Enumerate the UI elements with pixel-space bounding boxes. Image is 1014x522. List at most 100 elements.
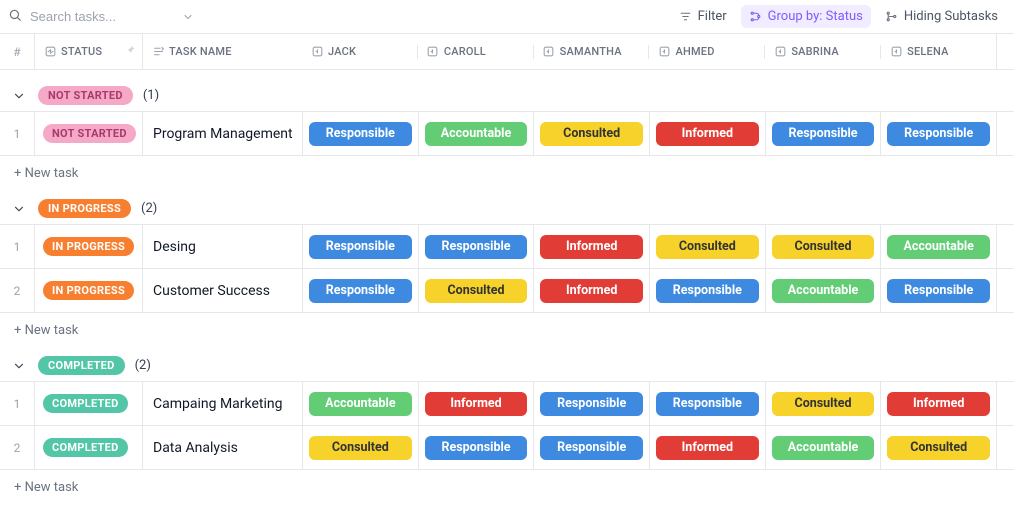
row-raci-cell[interactable]: Consulted xyxy=(649,225,765,268)
column-header-person[interactable]: CAROLL xyxy=(417,45,533,59)
row-raci-cell[interactable]: Accountable xyxy=(765,269,881,312)
row-raci-cell[interactable]: Accountable xyxy=(302,382,418,425)
column-header-person[interactable]: JACK xyxy=(302,45,417,59)
column-header-status[interactable]: STATUS xyxy=(34,34,142,69)
hiding-subtasks-label: Hiding Subtasks xyxy=(904,9,998,24)
column-header-person[interactable]: SELENA xyxy=(880,45,996,59)
row-raci-cell[interactable]: Responsible xyxy=(880,112,996,155)
task-row[interactable]: 2IN PROGRESSCustomer SuccessResponsibleC… xyxy=(0,269,1014,313)
row-task-name[interactable]: Program Management xyxy=(142,112,302,155)
new-task-button[interactable]: + New task xyxy=(0,156,1014,187)
column-header-person[interactable]: SAMANTHA xyxy=(533,45,649,59)
raci-pill: Informed xyxy=(656,122,759,146)
raci-pill: Accountable xyxy=(772,436,875,460)
filter-button[interactable]: Filter xyxy=(671,5,735,28)
column-header-person-label: SAMANTHA xyxy=(560,45,622,58)
chevron-down-icon[interactable] xyxy=(10,357,28,375)
row-status-pill: NOT STARTED xyxy=(43,124,136,143)
column-header-person-label: SABRINA xyxy=(791,45,839,58)
row-raci-cell[interactable]: Informed xyxy=(880,382,996,425)
row-raci-cell[interactable]: Responsible xyxy=(880,269,996,312)
task-row[interactable]: 1COMPLETEDCampaing MarketingAccountableI… xyxy=(0,382,1014,426)
row-raci-cell[interactable]: Accountable xyxy=(418,112,534,155)
raci-pill: Responsible xyxy=(540,436,643,460)
taskname-column-icon xyxy=(151,45,165,59)
raci-pill: Responsible xyxy=(887,279,990,303)
person-column-icon xyxy=(773,45,787,59)
row-status-cell[interactable]: COMPLETED xyxy=(34,426,142,469)
row-raci-cell[interactable]: Responsible xyxy=(649,269,765,312)
row-raci-cell[interactable]: Responsible xyxy=(533,382,649,425)
raci-pill: Responsible xyxy=(309,235,412,259)
groupby-icon xyxy=(749,10,762,23)
row-raci-cell[interactable]: Responsible xyxy=(302,225,418,268)
task-row[interactable]: 1IN PROGRESSDesingResponsibleResponsible… xyxy=(0,225,1014,269)
group-header[interactable]: IN PROGRESS (2) xyxy=(0,187,1014,224)
groups-container: NOT STARTED(1)1 NOT STARTED Program Manage… xyxy=(0,70,1014,501)
row-task-name[interactable]: Desing xyxy=(142,225,302,268)
group-header[interactable]: COMPLETED(2) xyxy=(0,344,1014,381)
chevron-down-icon[interactable] xyxy=(10,87,28,105)
hiding-subtasks-button[interactable]: Hiding Subtasks xyxy=(877,5,1006,28)
chevron-down-icon[interactable] xyxy=(10,200,28,218)
task-row[interactable]: 2COMPLETEDData AnalysisConsultedResponsi… xyxy=(0,426,1014,470)
column-header-person[interactable]: AHMED xyxy=(648,45,764,59)
search-dropdown-button[interactable] xyxy=(182,8,200,26)
row-raci-cell[interactable]: Informed xyxy=(649,426,765,469)
column-header-person-label: JACK xyxy=(328,45,356,58)
row-raci-cell[interactable]: Consulted xyxy=(880,426,996,469)
row-raci-cell[interactable]: Accountable xyxy=(880,225,996,268)
new-task-button[interactable]: + New task xyxy=(0,313,1014,344)
group-status-pill: IN PROGRESS xyxy=(38,199,131,218)
row-raci-cell[interactable]: Consulted xyxy=(765,225,881,268)
task-row[interactable]: 1NOT STARTEDProgram ManagementResponsibl… xyxy=(0,112,1014,156)
group-count: (2) xyxy=(135,358,151,373)
column-header-person[interactable]: SABRINA xyxy=(764,45,880,59)
row-status-cell[interactable]: NOT STARTED xyxy=(34,112,142,155)
raci-pill: Responsible xyxy=(887,122,990,146)
row-status-cell[interactable]: IN PROGRESS xyxy=(34,269,142,312)
group-header[interactable]: NOT STARTED(1) xyxy=(0,74,1014,111)
row-raci-cell[interactable]: Responsible xyxy=(418,426,534,469)
row-tail-cell xyxy=(996,112,1014,155)
row-raci-cell[interactable]: Responsible xyxy=(418,225,534,268)
row-status-cell[interactable]: COMPLETED xyxy=(34,382,142,425)
row-raci-cell[interactable]: Responsible xyxy=(302,112,418,155)
raci-pill: Responsible xyxy=(656,279,759,303)
pin-icon[interactable] xyxy=(124,44,136,59)
new-task-button[interactable]: + New task xyxy=(0,470,1014,501)
column-header-person-label: CAROLL xyxy=(444,45,486,58)
row-status-pill: COMPLETED xyxy=(43,438,128,457)
search-area xyxy=(8,8,228,26)
raci-pill: Consulted xyxy=(772,392,875,416)
row-tail-cell xyxy=(996,382,1014,425)
column-header-taskname[interactable]: TASK NAME xyxy=(142,34,302,69)
row-raci-cell[interactable]: Responsible xyxy=(649,382,765,425)
row-task-name[interactable]: Customer Success xyxy=(142,269,302,312)
row-raci-cell[interactable]: Responsible xyxy=(302,269,418,312)
row-raci-cell[interactable]: Responsible xyxy=(765,112,881,155)
row-raci-cell[interactable]: Consulted xyxy=(765,382,881,425)
raci-pill: Responsible xyxy=(425,235,528,259)
row-task-name[interactable]: Campaing Marketing xyxy=(142,382,302,425)
raci-pill: Accountable xyxy=(887,235,990,259)
row-raci-cell[interactable]: Informed xyxy=(649,112,765,155)
row-raci-cell[interactable]: Consulted xyxy=(418,269,534,312)
row-raci-cell[interactable]: Responsible xyxy=(533,426,649,469)
search-input[interactable] xyxy=(28,8,178,25)
row-raci-cell[interactable]: Consulted xyxy=(533,112,649,155)
row-raci-cell[interactable]: Accountable xyxy=(765,426,881,469)
row-raci-cell[interactable]: Consulted xyxy=(302,426,418,469)
person-column-icon xyxy=(889,45,903,59)
subtasks-icon xyxy=(885,10,898,23)
row-raci-cell[interactable]: Informed xyxy=(533,225,649,268)
row-status-cell[interactable]: IN PROGRESS xyxy=(34,225,142,268)
raci-pill: Accountable xyxy=(425,122,528,146)
groupby-button[interactable]: Group by: Status xyxy=(741,5,871,28)
row-task-name[interactable]: Data Analysis xyxy=(142,426,302,469)
column-header-taskname-label: TASK NAME xyxy=(169,45,232,58)
group-count: (2) xyxy=(141,201,157,216)
row-raci-cell[interactable]: Informed xyxy=(418,382,534,425)
row-number: 1 xyxy=(0,112,34,155)
row-raci-cell[interactable]: Informed xyxy=(533,269,649,312)
